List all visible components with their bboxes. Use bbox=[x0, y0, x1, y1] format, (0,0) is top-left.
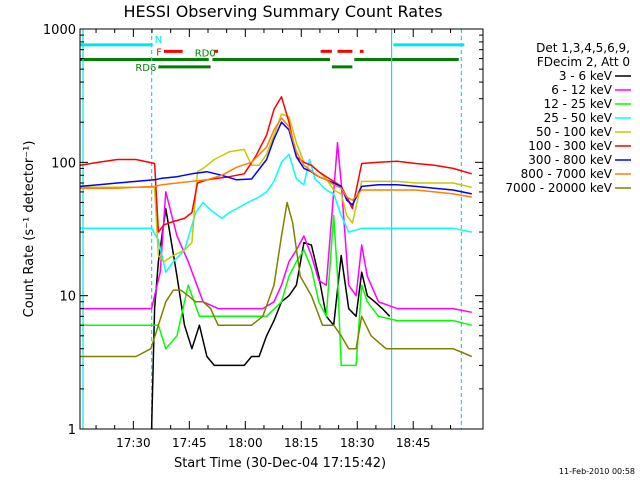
series-line-3 bbox=[80, 153, 472, 273]
x-axis-label: Start Time (30-Dec-04 17:15:42) bbox=[174, 456, 386, 471]
legend-label-7: 800 - 7000 keV bbox=[521, 167, 613, 181]
series-lines bbox=[79, 96, 473, 430]
legend-label-5: 100 - 300 keV bbox=[528, 139, 612, 153]
footer-timestamp: 11-Feb-2010 00:58 bbox=[559, 467, 635, 476]
flag-label-1: F bbox=[156, 47, 162, 58]
x-tick-label-1: 17:45 bbox=[172, 436, 207, 450]
series-line-8 bbox=[80, 201, 473, 358]
legend-label-1: 6 - 12 keV bbox=[551, 83, 613, 97]
flag-label-0: N bbox=[155, 35, 162, 46]
series-line-6 bbox=[79, 121, 472, 206]
series-line-2 bbox=[80, 214, 472, 367]
x-tick-label-4: 18:30 bbox=[340, 436, 375, 450]
y-tick-label-0: 1 bbox=[68, 423, 76, 438]
x-axis-ticks: 17:30 17:45 18:00 18:15 18:30 18:45 bbox=[95, 29, 452, 450]
y-tick-label-2: 100 bbox=[51, 156, 76, 171]
y-tick-label-3: 1000 bbox=[43, 23, 76, 38]
legend-header-line-2: FDecim 2, Att 0 bbox=[537, 55, 630, 69]
flag-label-2: RD0 bbox=[195, 49, 216, 60]
legend-label-6: 300 - 800 keV bbox=[528, 153, 612, 167]
y-axis-ticks: 1 10 100 1000 bbox=[43, 23, 483, 438]
x-tick-label-3: 18:15 bbox=[284, 436, 319, 450]
legend-label-8: 7000 - 20000 keV bbox=[505, 181, 612, 195]
chart-title: HESSI Observing Summary Count Rates bbox=[123, 2, 442, 21]
x-tick-label-0: 17:30 bbox=[116, 436, 151, 450]
x-tick-label-5: 18:45 bbox=[396, 436, 431, 450]
legend-label-2: 12 - 25 keV bbox=[544, 97, 613, 111]
y-axis-label: Count Rate (s⁻¹ detector⁻¹) bbox=[22, 141, 37, 318]
series-line-0 bbox=[150, 207, 391, 430]
series-line-7 bbox=[80, 117, 472, 201]
series-line-4 bbox=[80, 113, 472, 263]
y-tick-label-1: 10 bbox=[59, 290, 76, 305]
x-tick-label-2: 18:00 bbox=[228, 436, 263, 450]
legend-label-4: 50 - 100 keV bbox=[536, 125, 613, 139]
legend-label-3: 25 - 50 keV bbox=[544, 111, 613, 125]
legend-header-line-1: Det 1,3,4,5,6,9, bbox=[536, 41, 630, 55]
flag-bars: NF RD0 RD6 bbox=[80, 35, 465, 74]
plot-frame bbox=[79, 28, 484, 430]
flag-label-3: RD6 bbox=[135, 63, 156, 74]
series-line-5 bbox=[79, 96, 473, 233]
series-line-1 bbox=[80, 142, 472, 314]
legend-label-0: 3 - 6 keV bbox=[559, 69, 613, 83]
